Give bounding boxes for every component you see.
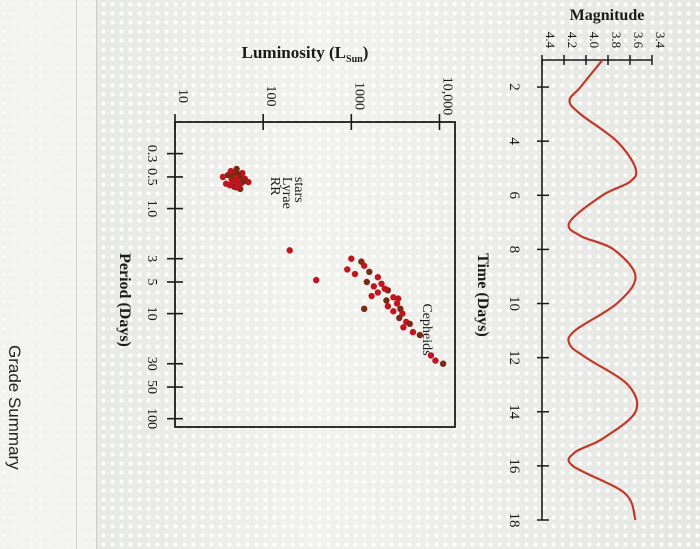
cepheid-point xyxy=(363,278,371,286)
period-tick-label: 50 xyxy=(144,380,159,394)
period-tick-label: 3 xyxy=(144,255,159,262)
cepheid-point xyxy=(370,283,378,290)
magnitude-tick-label: 3.8 xyxy=(609,32,624,48)
cepheid-point xyxy=(348,255,355,262)
period-luminosity-chart: 10 100 1000 10,000 0.3 0.5 1.0 3 5 10 30 50 100 Lum… xyxy=(116,43,456,429)
cepheid-point xyxy=(381,285,389,292)
luminosity-label-subscript: Sun xyxy=(346,54,363,65)
plot-frame xyxy=(174,121,456,428)
annotation-line: Lyrae xyxy=(279,177,294,209)
cepheid-point xyxy=(400,324,407,331)
time-tick-label: 18 xyxy=(506,513,522,528)
cepheid-point xyxy=(344,266,351,273)
period-axis-label: Period (Days) xyxy=(116,253,133,347)
annotation-line: RR xyxy=(267,177,282,196)
luminosity-tick-label: 1000 xyxy=(351,82,366,110)
time-tick-label: 16 xyxy=(506,458,522,474)
cepheid-point xyxy=(394,295,402,302)
magnitude-ticks: 3.4 3.6 3.8 4.0 4.2 4.4 xyxy=(541,32,668,65)
cepheid-point xyxy=(416,331,424,339)
cepheid-point xyxy=(366,268,373,276)
magnitude-label: Magnitude xyxy=(570,7,645,24)
time-tick-label: 8 xyxy=(506,246,522,254)
rr-lyrae-point xyxy=(227,167,235,175)
time-tick-label: 4 xyxy=(506,137,522,145)
cepheid-point xyxy=(393,300,401,307)
cepheid-point xyxy=(390,308,397,315)
cepheid-point xyxy=(427,352,435,359)
rr-lyrae-label: RRLyraestars xyxy=(267,177,306,209)
cepheid-point xyxy=(406,320,413,328)
time-tick-label: 2 xyxy=(506,83,522,91)
cepheid-point xyxy=(384,303,392,310)
annotation-line: stars xyxy=(291,177,306,203)
time-tick-label: 14 xyxy=(506,404,522,420)
annotation-line: Cepheids xyxy=(419,303,434,355)
magnitude-tick-label: 4.0 xyxy=(587,32,602,48)
luminosity-tick-label: 10 xyxy=(175,89,190,103)
scatter-points xyxy=(219,165,447,367)
time-ticks: 2 4 6 8 10 12 14 16 18 xyxy=(506,83,549,528)
light-curve-chart: Magnitude 3.4 3.6 3.8 4.0 4.2 4.4 2 4 6 8 10 12 14 1… xyxy=(474,7,668,528)
cepheid-point xyxy=(390,294,397,301)
cepheid-point xyxy=(396,314,403,322)
luminosity-ticks: 10 100 1000 10,000 xyxy=(174,77,454,130)
cepheid-point xyxy=(313,276,320,284)
period-ticks: 0.3 0.5 1.0 3 5 10 30 50 100 xyxy=(144,145,183,429)
cepheid-point xyxy=(378,280,385,287)
rr-lyrae-point xyxy=(233,165,240,173)
cepheid-point xyxy=(374,273,382,281)
magnitude-tick-label: 4.2 xyxy=(565,32,580,48)
cepheid-point xyxy=(368,292,375,300)
magnitude-tick-label: 3.6 xyxy=(631,32,646,49)
cepheid-point xyxy=(374,289,382,296)
period-tick-label: 5 xyxy=(144,278,159,285)
cepheid-point xyxy=(383,297,390,304)
cepheid-point xyxy=(286,247,293,254)
grade-panel xyxy=(0,0,97,549)
period-tick-label: 1.0 xyxy=(144,200,159,218)
rr-lyrae-point xyxy=(245,178,252,186)
luminosity-tick-label: 100 xyxy=(263,86,278,107)
light-curve-line xyxy=(567,59,639,521)
time-tick-label: 10 xyxy=(506,296,522,311)
time-tick-label: 12 xyxy=(506,350,522,365)
period-tick-label: 0.3 xyxy=(144,145,159,163)
luminosity-label-main: Luminosity (L xyxy=(242,43,346,62)
plot-annotations: RRLyraestars Cepheids xyxy=(267,177,434,356)
cepheid-point xyxy=(360,305,368,313)
luminosity-label-close: ) xyxy=(363,43,369,62)
time-tick-label: 6 xyxy=(506,192,522,200)
period-tick-label: 100 xyxy=(144,408,159,429)
rr-lyrae-point xyxy=(219,173,227,181)
cepheids-label: Cepheids xyxy=(419,303,434,355)
magnitude-tick-label: 3.4 xyxy=(653,32,668,49)
cepheid-point xyxy=(351,270,359,278)
cepheid-point xyxy=(360,262,368,269)
rr-lyrae-point xyxy=(226,182,234,189)
luminosity-axis-label: Luminosity (LSun) xyxy=(242,43,369,65)
magnitude-tick-label: 4.4 xyxy=(543,32,558,49)
rr-lyrae-point xyxy=(235,181,243,188)
period-tick-label: 0.5 xyxy=(144,168,159,186)
rr-lyrae-point xyxy=(240,178,247,185)
period-tick-label: 10 xyxy=(144,307,159,321)
cepheid-point xyxy=(439,360,447,367)
cepheid-point xyxy=(397,305,404,313)
rr-lyrae-point xyxy=(232,174,240,182)
cepheid-point xyxy=(432,357,439,364)
luminosity-tick-label: 10,000 xyxy=(439,77,454,116)
cepheid-point xyxy=(409,328,417,336)
panel-divider xyxy=(76,0,77,549)
period-tick-label: 30 xyxy=(144,357,159,371)
time-axis-label: Time (Days) xyxy=(474,253,491,337)
